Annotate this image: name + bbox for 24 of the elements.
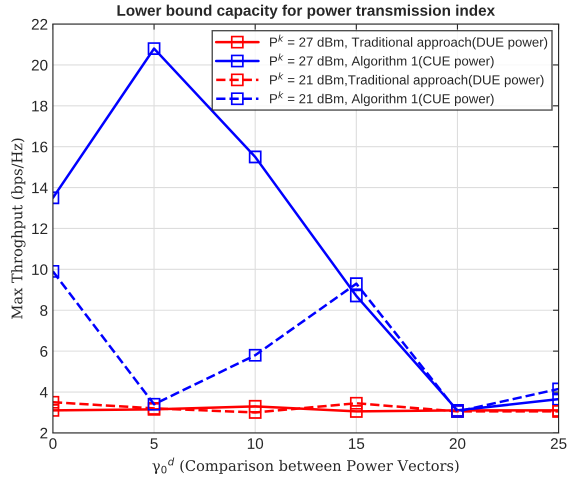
- legend-label: P$^{k}$ = 21 dBm, Algorithm 1(CUE power): [270, 91, 494, 106]
- x-tick-label: 5: [150, 438, 158, 449]
- legend-label: P$^{k}$ = 21 dBm,Traditional approach(DUE power): [270, 72, 544, 88]
- x-tick-label: 0: [49, 438, 57, 449]
- x-tick-label: 20: [450, 438, 466, 449]
- x-tick-label: 25: [550, 438, 566, 449]
- y-tick-label: 22: [32, 18, 48, 30]
- legend-label: P$^{k}$ = 27 dBm, Traditional approach(DUE power): [270, 34, 548, 50]
- y-tick-label: 12: [32, 223, 48, 234]
- y-tick-label: 16: [32, 142, 48, 152]
- y-tick-label: 10: [32, 264, 48, 276]
- y-tick-label: 4: [40, 387, 48, 398]
- x-axis-title: γ$_{0}$$^{d}$ (Comparison between Power Vectors): [152, 458, 459, 474]
- y-tick-label: 20: [32, 60, 48, 71]
- x-tick-label: 15: [348, 438, 364, 449]
- x-tick-label: 10: [248, 438, 264, 449]
- y-tick-label: 14: [32, 182, 48, 194]
- y-tick-label: 6: [40, 346, 48, 357]
- chart-title: Lower bound capacity for power transmission index: [117, 4, 495, 19]
- legend-label: P$^{k}$ = 27 dBm, Algorithm 1(CUE power): [270, 53, 494, 68]
- y-tick-label: 2: [40, 428, 48, 438]
- y-tick-label: 8: [40, 305, 48, 316]
- y-axis-title: Max Throghput (bps/Hz): [11, 138, 26, 319]
- y-tick-label: 18: [32, 100, 48, 112]
